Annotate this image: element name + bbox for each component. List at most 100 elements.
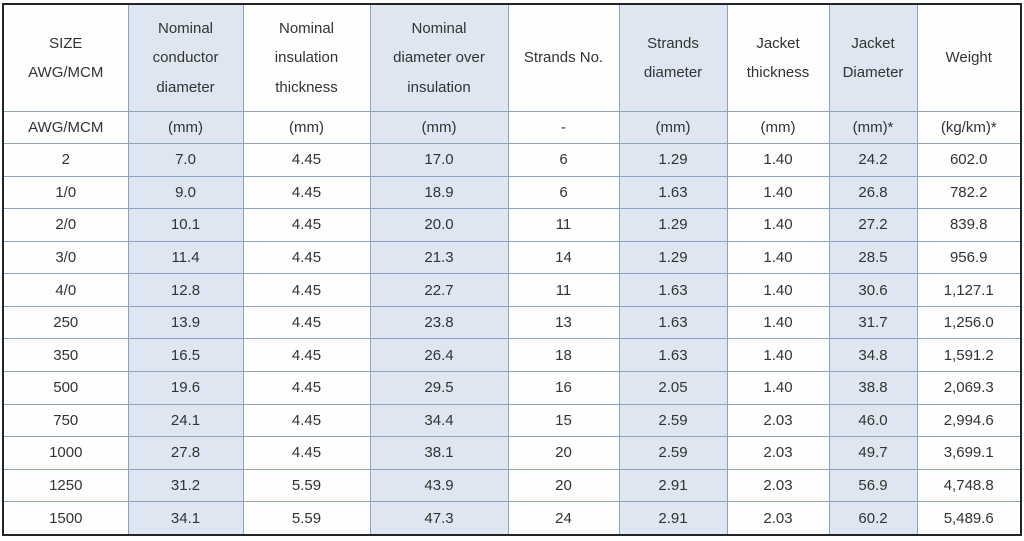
cell-nominal-conductor-diameter: 27.8 — [127, 436, 244, 470]
cell-jacket-diameter: 30.6 — [828, 273, 918, 307]
cell-nominal-insulation-thickness: 4.45 — [242, 273, 371, 307]
cell-jacket-diameter: 24.2 — [828, 143, 918, 177]
cell-nominal-insulation-thickness: 4.45 — [242, 240, 371, 275]
cell-jacket-diameter: 34.8 — [828, 338, 918, 373]
cell-nominal-conductor-diameter: 13.9 — [127, 305, 244, 340]
table-row-2-0: 2/0 10.1 4.45 20.0 11 1.29 1.40 27.2 839.8 — [2, 208, 1022, 242]
table-row-500: 500 19.6 4.45 29.5 16 2.05 1.40 38.8 2,069.3 — [2, 371, 1022, 405]
cell-jacket-diameter: 46.0 — [828, 403, 918, 438]
cell-jacket-thickness: 1.40 — [726, 240, 830, 275]
cell-strands-no: 18 — [507, 338, 620, 373]
column-header-strands-diameter: Strands diameter — [618, 3, 728, 112]
cell-size: 1500 — [2, 501, 129, 536]
table-row-750: 750 24.1 4.45 34.4 15 2.59 2.03 46.0 2,994.6 — [2, 403, 1022, 438]
cell-nominal-diameter-over-insulation: 34.4 — [369, 403, 509, 438]
cell-jacket-thickness: 2.03 — [726, 468, 830, 503]
cell-jacket-diameter: 38.8 — [828, 371, 918, 405]
cell-nominal-diameter-over-insulation: 17.0 — [369, 143, 509, 177]
table-row-3-0: 3/0 11.4 4.45 21.3 14 1.29 1.40 28.5 956.9 — [2, 240, 1022, 275]
cell-weight: 956.9 — [916, 240, 1022, 275]
cell-weight: 2,069.3 — [916, 371, 1022, 405]
column-unit-nominal-conductor-diameter: (mm) — [127, 111, 244, 144]
cell-nominal-diameter-over-insulation: 23.8 — [369, 305, 509, 340]
table-header: SIZE AWG/MCM Nominal conductor diameter No… — [2, 3, 1022, 144]
column-unit-size: AWG/MCM — [2, 111, 129, 144]
cell-weight: 4,748.8 — [916, 468, 1022, 503]
table-row-4-0: 4/0 12.8 4.45 22.7 11 1.63 1.40 30.6 1,127.1 — [2, 273, 1022, 307]
table-body: 2 7.0 4.45 17.0 6 1.29 1.40 24.2 602.0 1/0 9.0 4.45… — [2, 143, 1022, 536]
cable-spec-table: SIZE AWG/MCM Nominal conductor diameter No… — [2, 3, 1022, 536]
cell-strands-no: 11 — [507, 273, 620, 307]
cell-jacket-thickness: 2.03 — [726, 403, 830, 438]
cell-jacket-thickness: 1.40 — [726, 208, 830, 242]
cell-nominal-conductor-diameter: 12.8 — [127, 273, 244, 307]
cell-nominal-conductor-diameter: 24.1 — [127, 403, 244, 438]
cell-strands-no: 20 — [507, 468, 620, 503]
cell-jacket-diameter: 28.5 — [828, 240, 918, 275]
cell-size: 2/0 — [2, 208, 129, 242]
cell-size: 1/0 — [2, 175, 129, 210]
cell-weight: 1,591.2 — [916, 338, 1022, 373]
cell-jacket-thickness: 1.40 — [726, 273, 830, 307]
cell-nominal-diameter-over-insulation: 21.3 — [369, 240, 509, 275]
cell-jacket-diameter: 49.7 — [828, 436, 918, 470]
column-unit-nominal-insulation-thickness: (mm) — [242, 111, 371, 144]
cell-strands-diameter: 2.91 — [618, 468, 728, 503]
column-header-nominal-conductor-diameter: Nominal conductor diameter — [127, 3, 244, 112]
table-row-1250: 1250 31.2 5.59 43.9 20 2.91 2.03 56.9 4,748.8 — [2, 468, 1022, 503]
table-row-250: 250 13.9 4.45 23.8 13 1.63 1.40 31.7 1,256.0 — [2, 305, 1022, 340]
cell-nominal-conductor-diameter: 11.4 — [127, 240, 244, 275]
cell-nominal-insulation-thickness: 4.45 — [242, 338, 371, 373]
cell-weight: 3,699.1 — [916, 436, 1022, 470]
column-header-weight: Weight — [916, 3, 1022, 112]
cell-weight: 1,127.1 — [916, 273, 1022, 307]
cell-weight: 602.0 — [916, 143, 1022, 177]
cell-strands-diameter: 1.29 — [618, 143, 728, 177]
cell-strands-no: 11 — [507, 208, 620, 242]
cell-strands-diameter: 1.63 — [618, 175, 728, 210]
cell-size: 1000 — [2, 436, 129, 470]
cell-strands-diameter: 2.59 — [618, 403, 728, 438]
header-row: SIZE AWG/MCM Nominal conductor diameter No… — [2, 3, 1022, 112]
cell-weight: 2,994.6 — [916, 403, 1022, 438]
cell-nominal-conductor-diameter: 16.5 — [127, 338, 244, 373]
cell-size: 250 — [2, 305, 129, 340]
cell-size: 1250 — [2, 468, 129, 503]
cell-strands-no: 13 — [507, 305, 620, 340]
column-header-strands-no: Strands No. — [507, 3, 620, 112]
cell-jacket-thickness: 1.40 — [726, 175, 830, 210]
cell-nominal-conductor-diameter: 9.0 — [127, 175, 244, 210]
cell-nominal-diameter-over-insulation: 22.7 — [369, 273, 509, 307]
cell-nominal-conductor-diameter: 10.1 — [127, 208, 244, 242]
cell-strands-diameter: 1.29 — [618, 240, 728, 275]
cell-nominal-diameter-over-insulation: 43.9 — [369, 468, 509, 503]
cell-strands-diameter: 1.63 — [618, 305, 728, 340]
cell-strands-diameter: 1.63 — [618, 273, 728, 307]
cell-size: 2 — [2, 143, 129, 177]
column-unit-jacket-thickness: (mm) — [726, 111, 830, 144]
cell-nominal-insulation-thickness: 4.45 — [242, 143, 371, 177]
table-row-1-0: 1/0 9.0 4.45 18.9 6 1.63 1.40 26.8 782.2 — [2, 175, 1022, 210]
cell-nominal-conductor-diameter: 7.0 — [127, 143, 244, 177]
cell-jacket-diameter: 31.7 — [828, 305, 918, 340]
cell-size: 500 — [2, 371, 129, 405]
cell-size: 350 — [2, 338, 129, 373]
cell-nominal-insulation-thickness: 4.45 — [242, 403, 371, 438]
table-row-2: 2 7.0 4.45 17.0 6 1.29 1.40 24.2 602.0 — [2, 143, 1022, 177]
cell-jacket-thickness: 2.03 — [726, 501, 830, 536]
cell-weight: 839.8 — [916, 208, 1022, 242]
cell-nominal-insulation-thickness: 4.45 — [242, 436, 371, 470]
cell-jacket-diameter: 60.2 — [828, 501, 918, 536]
cell-nominal-conductor-diameter: 31.2 — [127, 468, 244, 503]
cell-strands-no: 15 — [507, 403, 620, 438]
cell-jacket-thickness: 2.03 — [726, 436, 830, 470]
cell-strands-no: 6 — [507, 143, 620, 177]
column-header-jacket-thickness: Jacket thickness — [726, 3, 830, 112]
cell-strands-diameter: 2.59 — [618, 436, 728, 470]
cell-nominal-diameter-over-insulation: 29.5 — [369, 371, 509, 405]
column-unit-nominal-diameter-over-insulation: (mm) — [369, 111, 509, 144]
cell-nominal-conductor-diameter: 34.1 — [127, 501, 244, 536]
cell-nominal-diameter-over-insulation: 47.3 — [369, 501, 509, 536]
cell-strands-no: 24 — [507, 501, 620, 536]
cell-nominal-insulation-thickness: 4.45 — [242, 208, 371, 242]
